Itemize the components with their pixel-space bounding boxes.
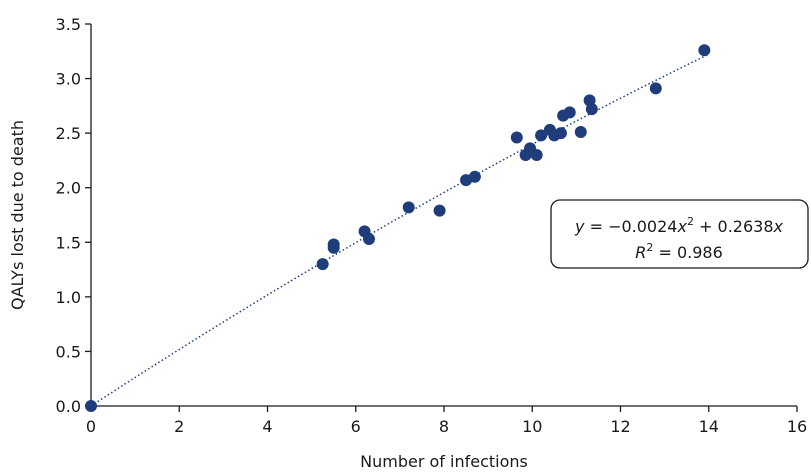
y-tick-label: 3.0: [56, 70, 81, 89]
y-tick-label: 0.5: [56, 342, 81, 361]
data-points: [85, 44, 711, 412]
data-point: [554, 127, 567, 140]
eq-x-var-1: x: [676, 217, 687, 236]
data-point: [85, 400, 97, 412]
y-tick-label: 2.5: [56, 124, 81, 143]
data-point: [362, 233, 375, 246]
eq-part1: = −0.0024: [585, 217, 678, 236]
data-point: [698, 44, 711, 57]
y-tick-label: 1.5: [56, 233, 81, 252]
data-point: [563, 106, 576, 119]
data-point: [402, 201, 415, 214]
data-point: [316, 258, 329, 271]
eq-y-var: y: [574, 217, 585, 236]
data-point: [535, 129, 548, 142]
r-squared-var: R: [635, 243, 646, 262]
equation-text: y = −0.0024x2 + 0.2638x: [574, 215, 783, 236]
r-squared-value: = 0.986: [653, 243, 722, 262]
data-point: [649, 82, 662, 95]
data-point: [510, 131, 523, 144]
x-tick-label: 8: [439, 417, 449, 436]
x-ticks: 0 2 4 6 8 10 12 14 16: [86, 406, 807, 436]
r-squared-superscript: 2: [646, 241, 653, 254]
data-point: [468, 170, 481, 183]
equation-annotation: y = −0.0024x2 + 0.2638x R2 = 0.986: [550, 199, 809, 269]
eq-x-var-2: x: [773, 217, 784, 236]
x-tick-label: 14: [699, 417, 719, 436]
x-tick-label: 10: [522, 417, 542, 436]
y-tick-label: 2.0: [56, 179, 81, 198]
y-ticks: 0.0 0.5 1.0 1.5 2.0 2.5 3.0 3.5: [56, 15, 91, 416]
eq-part2: + 0.2638: [694, 217, 774, 236]
trendline: [90, 53, 710, 407]
equation-box: [550, 199, 809, 269]
x-tick-label: 0: [86, 417, 96, 436]
x-axis-title: Number of infections: [360, 452, 528, 471]
data-point: [574, 126, 587, 139]
data-point: [530, 148, 543, 161]
x-tick-label: 6: [351, 417, 361, 436]
y-axis-title: QALYs lost due to death: [8, 120, 27, 310]
x-tick-label: 2: [174, 417, 184, 436]
y-tick-label: 0.0: [56, 397, 81, 416]
y-tick-label: 1.0: [56, 288, 81, 307]
data-point: [585, 103, 598, 116]
y-tick-label: 3.5: [56, 15, 81, 34]
data-point: [327, 238, 340, 251]
x-tick-label: 4: [262, 417, 272, 436]
data-point: [433, 204, 446, 217]
x-tick-label: 12: [610, 417, 630, 436]
eq-superscript: 2: [687, 215, 694, 228]
r-squared-text: R2 = 0.986: [635, 241, 723, 262]
x-tick-label: 16: [787, 417, 807, 436]
